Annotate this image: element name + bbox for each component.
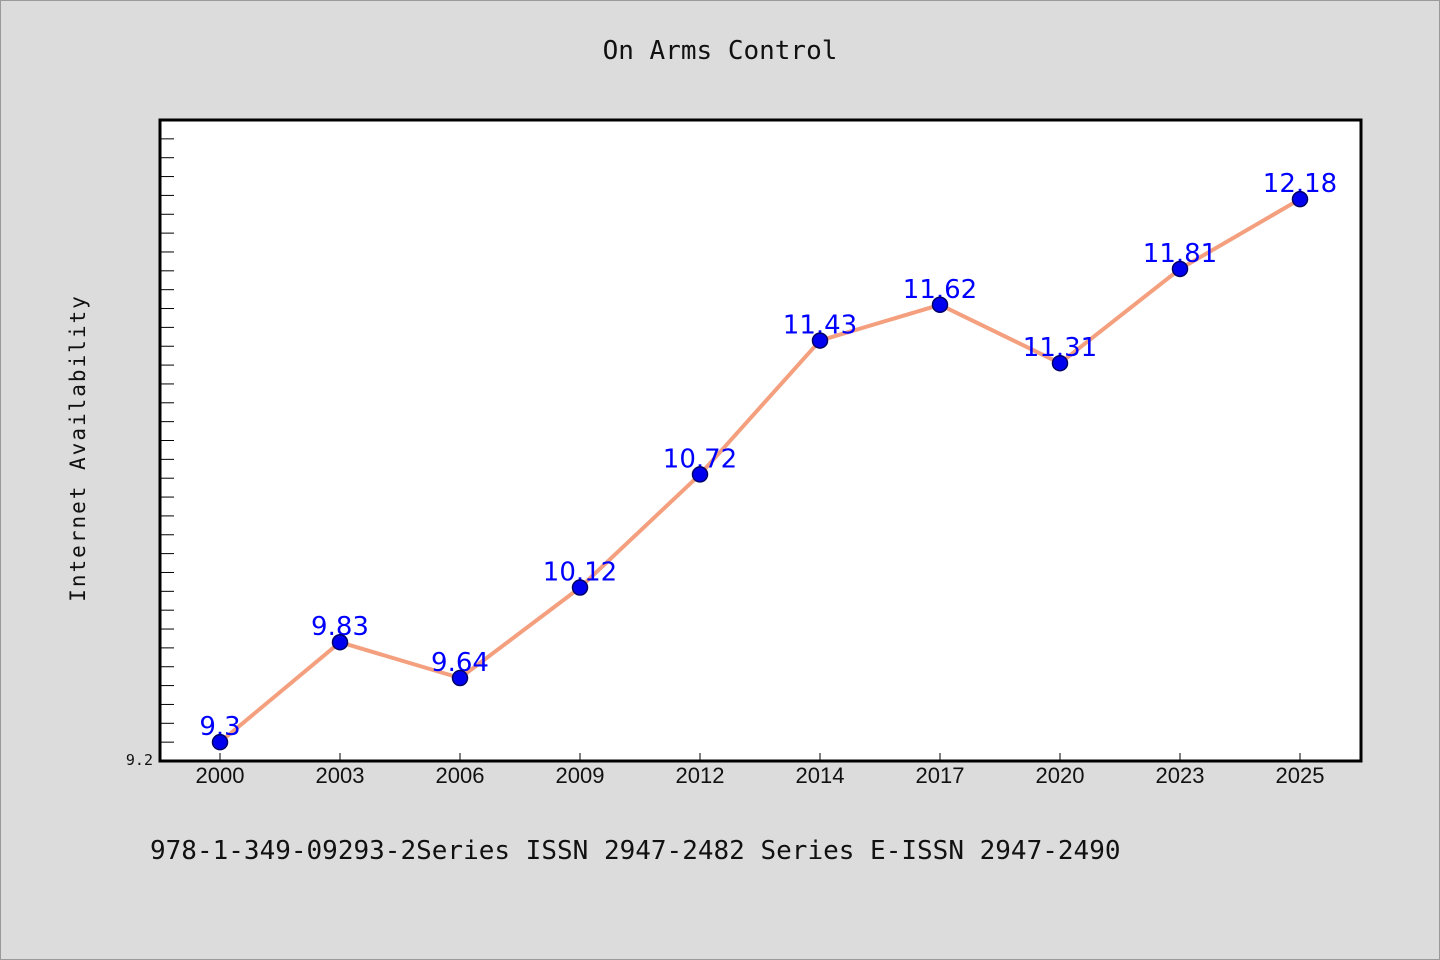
data-point-marker <box>571 579 589 596</box>
data-point-marker <box>1171 260 1189 278</box>
x-tick-label: 2014 <box>796 763 845 788</box>
data-point-marker <box>811 332 829 349</box>
data-point-marker <box>691 466 709 483</box>
y-tick-label: 9.2 <box>126 751 153 769</box>
data-point-marker <box>931 296 949 314</box>
x-ticks <box>219 753 1301 761</box>
x-tick-labels: 2000 2003 2006 2009 2012 2014 2017 2020 2023 2025 <box>196 763 1325 788</box>
data-point-marker <box>1051 354 1069 372</box>
x-tick-label: 2003 <box>316 763 365 788</box>
plot-area <box>158 118 1363 763</box>
data-point-marker <box>211 733 229 751</box>
x-tick-label: 2025 <box>1276 763 1325 788</box>
x-tick-label: 2000 <box>196 763 245 788</box>
x-tick-label: 2023 <box>1156 763 1205 788</box>
footer-isbn-text: 978-1-349-09293-2Series ISSN 2947-2482 S… <box>150 836 1121 866</box>
data-point-marker <box>451 669 469 687</box>
series-line <box>218 197 1302 744</box>
data-point-marker <box>1291 190 1309 208</box>
x-tick-label: 2006 <box>436 763 485 788</box>
x-tick-label: 2017 <box>916 763 965 788</box>
x-tick-label: 2009 <box>556 763 605 788</box>
x-tick-label: 2020 <box>1036 763 1085 788</box>
x-tick-label: 2012 <box>676 763 725 788</box>
y-minor-ticks <box>160 138 174 743</box>
chart-title: On Arms Control <box>602 36 838 66</box>
data-point-marker <box>331 633 349 651</box>
markers <box>211 190 1309 751</box>
